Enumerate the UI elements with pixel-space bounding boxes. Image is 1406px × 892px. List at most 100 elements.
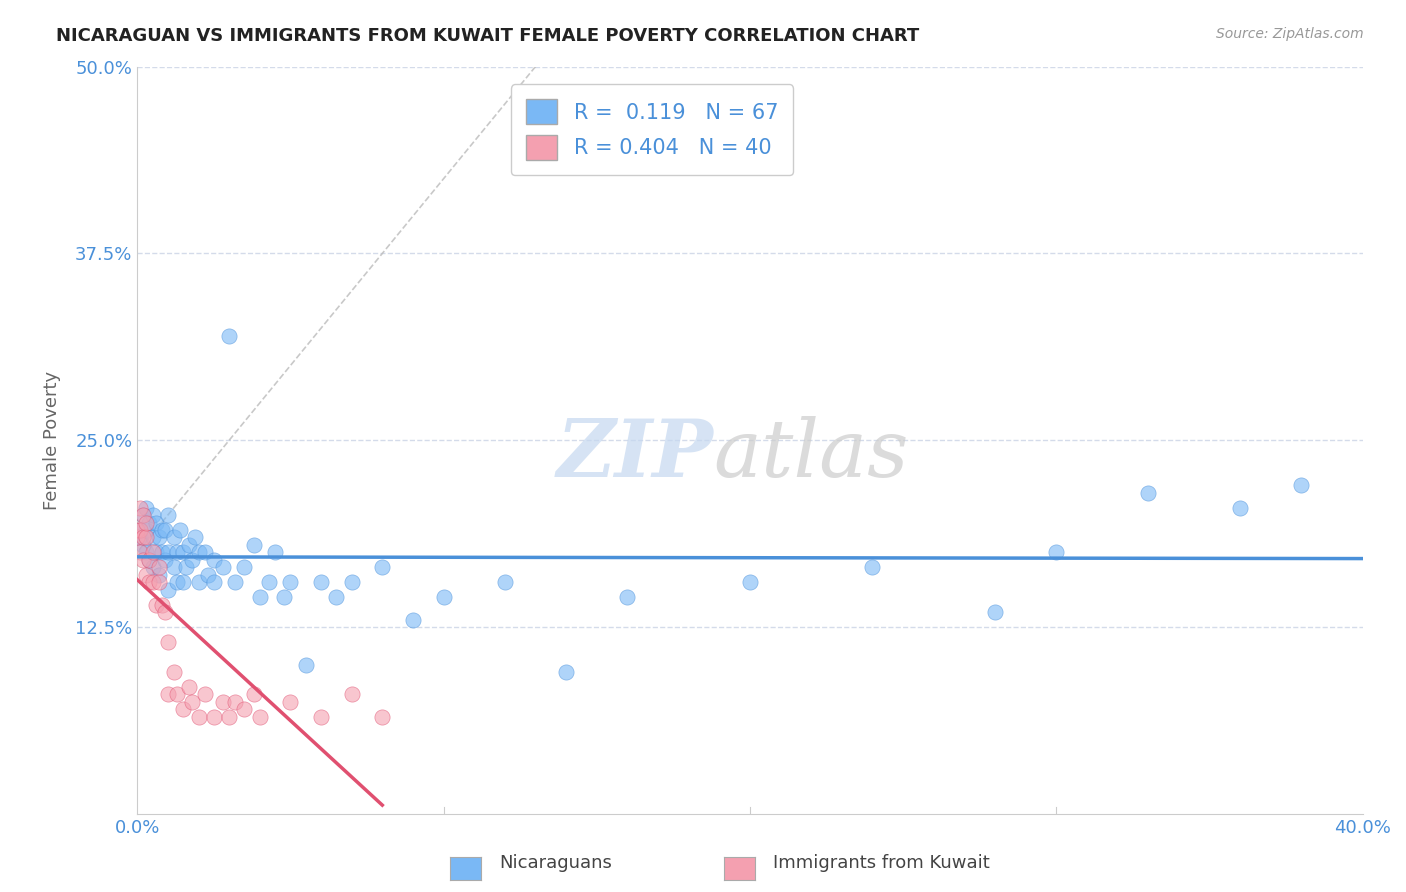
- Point: [127, 523, 149, 537]
- Point: [242, 687, 264, 701]
- Point: [129, 523, 152, 537]
- Text: Nicaraguans: Nicaraguans: [499, 855, 612, 872]
- Point: [984, 605, 1007, 619]
- Point: [294, 657, 316, 672]
- Point: [132, 553, 155, 567]
- Point: [309, 575, 332, 590]
- Point: [153, 523, 176, 537]
- Point: [132, 508, 155, 522]
- Y-axis label: Female Poverty: Female Poverty: [44, 371, 60, 510]
- Point: [138, 553, 160, 567]
- Point: [1045, 545, 1067, 559]
- Point: [184, 531, 207, 545]
- Point: [166, 575, 188, 590]
- Point: [142, 531, 165, 545]
- Point: [197, 567, 219, 582]
- Point: [145, 598, 167, 612]
- Text: ZIP: ZIP: [557, 417, 713, 494]
- Point: [129, 523, 152, 537]
- Point: [340, 687, 363, 701]
- Point: [616, 591, 638, 605]
- Point: [156, 582, 179, 597]
- Point: [371, 560, 394, 574]
- Point: [135, 567, 157, 582]
- Point: [135, 545, 157, 559]
- Point: [148, 560, 170, 574]
- Point: [181, 553, 204, 567]
- Point: [340, 575, 363, 590]
- Point: [132, 538, 155, 552]
- Point: [129, 500, 152, 515]
- Point: [142, 560, 165, 574]
- Point: [233, 702, 256, 716]
- Point: [202, 710, 225, 724]
- Point: [257, 575, 280, 590]
- Point: [555, 665, 578, 679]
- Text: Source: ZipAtlas.com: Source: ZipAtlas.com: [1216, 27, 1364, 41]
- Point: [242, 538, 264, 552]
- Point: [224, 575, 246, 590]
- Point: [224, 695, 246, 709]
- Point: [1229, 500, 1251, 515]
- Point: [142, 545, 165, 559]
- Point: [280, 695, 302, 709]
- Point: [432, 591, 454, 605]
- Point: [166, 687, 188, 701]
- Point: [148, 575, 170, 590]
- Point: [1291, 478, 1313, 492]
- Point: [145, 545, 167, 559]
- Point: [156, 545, 179, 559]
- Point: [202, 553, 225, 567]
- Point: [187, 710, 209, 724]
- Point: [145, 516, 167, 530]
- Point: [138, 553, 160, 567]
- Point: [218, 710, 240, 724]
- Point: [172, 545, 194, 559]
- Point: [187, 545, 209, 559]
- Point: [163, 560, 186, 574]
- Point: [135, 500, 157, 515]
- Point: [494, 575, 516, 590]
- Point: [309, 710, 332, 724]
- Point: [166, 545, 188, 559]
- Point: [138, 575, 160, 590]
- Point: [153, 605, 176, 619]
- Legend: R =  0.119   N = 67, R = 0.404   N = 40: R = 0.119 N = 67, R = 0.404 N = 40: [512, 85, 793, 175]
- Point: [249, 591, 271, 605]
- Point: [233, 560, 256, 574]
- Point: [127, 531, 149, 545]
- Point: [135, 516, 157, 530]
- Point: [142, 508, 165, 522]
- Point: [132, 531, 155, 545]
- Point: [212, 560, 235, 574]
- Point: [148, 531, 170, 545]
- Text: atlas: atlas: [713, 417, 908, 494]
- Point: [738, 575, 761, 590]
- Point: [194, 687, 217, 701]
- Point: [212, 695, 235, 709]
- Point: [179, 538, 201, 552]
- Point: [142, 575, 165, 590]
- Text: NICARAGUAN VS IMMIGRANTS FROM KUWAIT FEMALE POVERTY CORRELATION CHART: NICARAGUAN VS IMMIGRANTS FROM KUWAIT FEM…: [56, 27, 920, 45]
- Point: [249, 710, 271, 724]
- Point: [1137, 485, 1160, 500]
- Point: [280, 575, 302, 590]
- Point: [129, 545, 152, 559]
- Text: Immigrants from Kuwait: Immigrants from Kuwait: [773, 855, 990, 872]
- Point: [218, 328, 240, 343]
- Point: [181, 695, 204, 709]
- Point: [150, 598, 173, 612]
- Point: [264, 545, 287, 559]
- Point: [202, 575, 225, 590]
- Point: [325, 591, 347, 605]
- Point: [156, 635, 179, 649]
- Point: [273, 591, 295, 605]
- Point: [148, 567, 170, 582]
- Point: [402, 613, 425, 627]
- Point: [862, 560, 884, 574]
- Point: [163, 665, 186, 679]
- Point: [150, 523, 173, 537]
- Point: [129, 531, 152, 545]
- Point: [156, 508, 179, 522]
- Point: [138, 516, 160, 530]
